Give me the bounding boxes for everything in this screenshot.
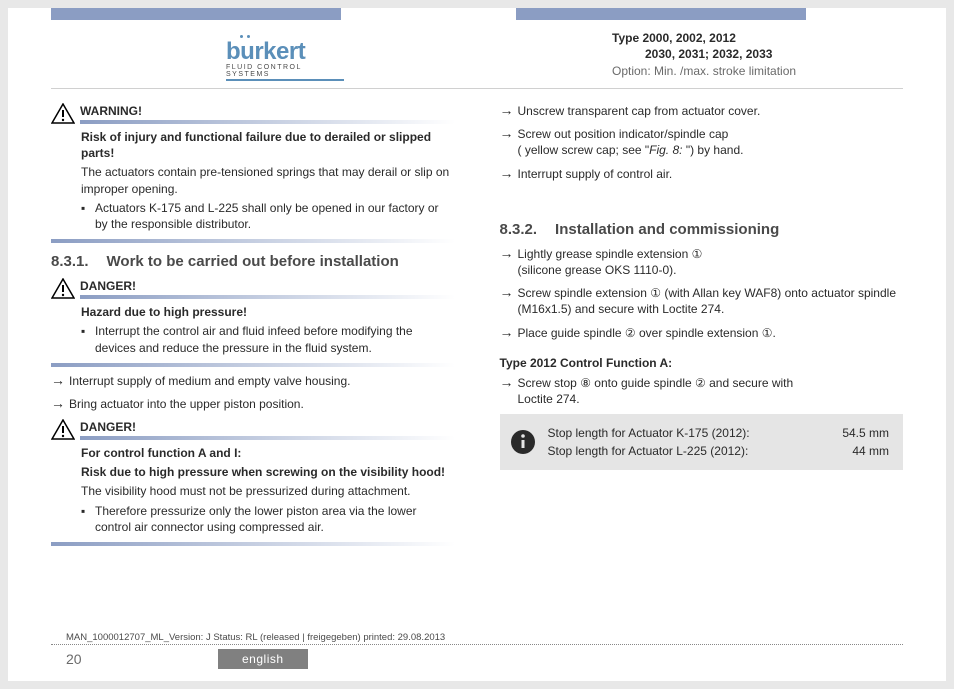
step-item: → Screw spindle extension ① (with Allan …	[500, 285, 904, 317]
warning-body: Risk of injury and functional failure du…	[51, 125, 455, 239]
step-item: → Lightly grease spindle extension ①(sil…	[500, 246, 904, 278]
option-line: Option: Min. /max. stroke limitation	[612, 64, 796, 78]
warning-header: WARNING!	[51, 103, 455, 125]
section-heading: Work to be carried out before installati…	[107, 253, 399, 270]
footer-rule	[51, 644, 903, 645]
danger-1-bold: Hazard due to high pressure!	[81, 304, 453, 320]
danger-2-text: The visibility hood must not be pressuri…	[81, 483, 453, 499]
header-accent-right	[516, 8, 806, 20]
logo-subtitle: FLUID CONTROL SYSTEMS	[226, 64, 344, 78]
danger-1-bullet: ▪Interrupt the control air and fluid inf…	[81, 323, 453, 355]
language-tab: english	[218, 649, 308, 669]
right-column: →Unscrew transparent cap from actuator c…	[500, 103, 904, 641]
section-number: 8.3.2.	[500, 221, 538, 238]
danger-label: DANGER!	[80, 420, 136, 434]
step-item: → Place guide spindle ② over spindle ext…	[500, 325, 904, 341]
section-8-3-2: 8.3.2. Installation and commissioning	[500, 221, 904, 238]
page-number: 20	[66, 651, 82, 667]
info-label: Stop length for Actuator L-225 (2012):	[548, 442, 749, 460]
info-box: Stop length for Actuator K-175 (2012): 5…	[500, 414, 904, 470]
section-8-3-1: 8.3.1. Work to be carried out before ins…	[51, 253, 455, 270]
header-accent-left	[51, 8, 341, 20]
danger-label: DANGER!	[80, 279, 136, 293]
header-meta: Type 2000, 2002, 2012 2030, 2031; 2032, …	[612, 31, 796, 78]
left-column: WARNING! Risk of injury and functional f…	[51, 103, 455, 641]
section-heading: Installation and commissioning	[555, 221, 779, 238]
header-rule	[51, 88, 903, 89]
step-item: →Interrupt supply of medium and empty va…	[51, 373, 455, 389]
info-value: 54.5 mm	[842, 424, 889, 442]
logo-text: burkert	[226, 38, 344, 66]
brand-logo: burkert FLUID CONTROL SYSTEMS	[226, 38, 344, 81]
danger-icon	[51, 278, 75, 300]
warning-bold: Risk of injury and functional failure du…	[81, 129, 453, 161]
info-value: 44 mm	[852, 442, 889, 460]
control-function-title: Type 2012 Control Function A:	[500, 356, 904, 370]
section-number: 8.3.1.	[51, 253, 89, 270]
danger-1-body: Hazard due to high pressure! ▪Interrupt …	[51, 300, 455, 363]
step-item: →Interrupt supply of control air.	[500, 166, 904, 182]
danger-2-bold-1: For control function A and I:	[81, 445, 453, 461]
warning-label: WARNING!	[80, 104, 142, 118]
info-label: Stop length for Actuator K-175 (2012):	[548, 424, 750, 442]
info-icon	[510, 429, 536, 455]
danger-icon	[51, 419, 75, 441]
danger-2-bullet: ▪Therefore pressurize only the lower pis…	[81, 503, 453, 535]
danger-1-header: DANGER!	[51, 278, 455, 300]
type-line-1: Type 2000, 2002, 2012	[612, 31, 796, 47]
step-item: →Unscrew transparent cap from actuator c…	[500, 103, 904, 119]
step-item: → Screw out position indicator/spindle c…	[500, 126, 904, 158]
info-row: Stop length for Actuator L-225 (2012): 4…	[548, 442, 890, 460]
danger-2-body: For control function A and I: Risk due t…	[51, 441, 455, 542]
step-item: →Bring actuator into the upper piston po…	[51, 396, 455, 412]
footer-meta: MAN_1000012707_ML_Version: J Status: RL …	[66, 632, 445, 643]
document-page: burkert FLUID CONTROL SYSTEMS Type 2000,…	[8, 8, 946, 681]
danger-2-bold-2: Risk due to high pressure when screwing …	[81, 464, 453, 480]
warning-bullet: ▪Actuators K-175 and L-225 shall only be…	[81, 200, 453, 232]
type-line-2: 2030, 2031; 2032, 2033	[612, 47, 796, 63]
danger-2-header: DANGER!	[51, 419, 455, 441]
step-item: → Screw stop ⑧ onto guide spindle ② and …	[500, 375, 904, 407]
warning-text: The actuators contain pre-tensioned spri…	[81, 164, 453, 196]
info-row: Stop length for Actuator K-175 (2012): 5…	[548, 424, 890, 442]
warning-icon	[51, 103, 75, 125]
